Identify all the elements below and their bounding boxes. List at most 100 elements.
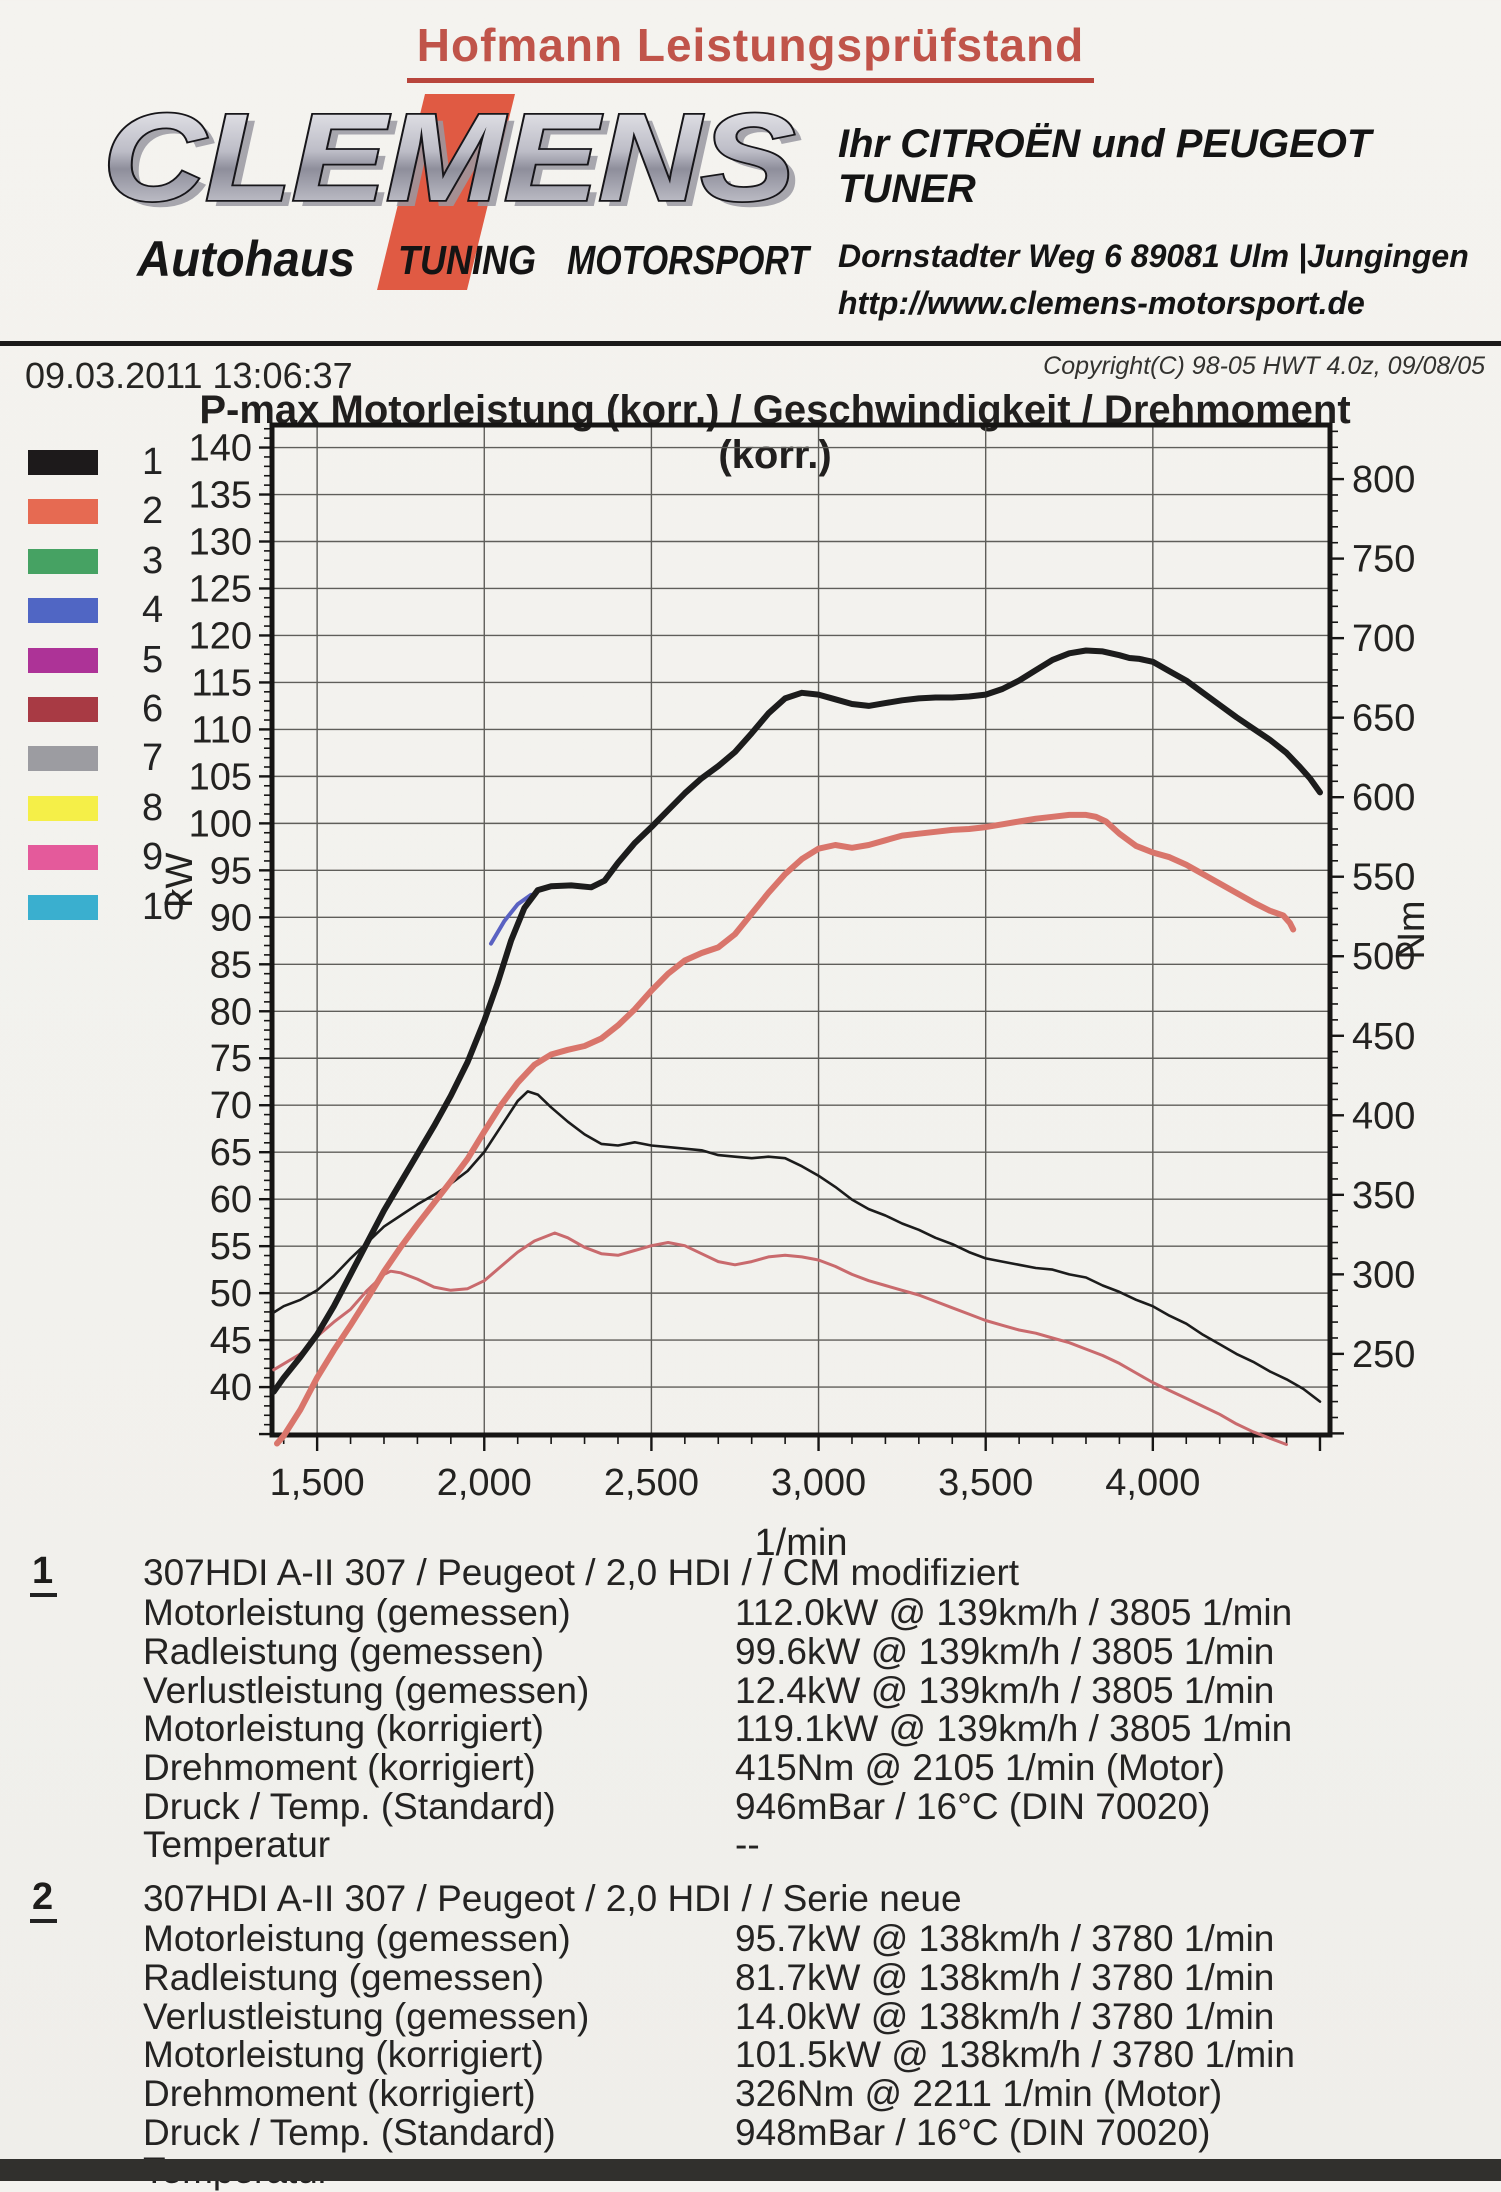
legend-item: 9 <box>28 836 206 878</box>
result-row-label: Motorleistung (gemessen) <box>143 1592 571 1634</box>
legend-item: 4 <box>28 589 206 631</box>
legend-item: 7 <box>28 737 206 779</box>
result-block-title: 307HDI A-II 307 / Peugeot / 2,0 HDI / / … <box>143 1552 1020 1593</box>
x-axis-label: 1/min <box>755 1522 848 1564</box>
y-right-tick-label: 250 <box>1352 1334 1415 1376</box>
legend-swatch <box>28 845 98 871</box>
result-row-value: 946mBar / 16°C (DIN 70020) <box>735 1785 1211 1827</box>
legend-swatch <box>28 450 98 475</box>
y-left-tick-label: 95 <box>210 850 252 892</box>
y-left-tick-label: 110 <box>191 709 252 751</box>
y-left-tick-label: 125 <box>189 568 252 610</box>
result-row: Druck / Temp. (Standard) 948mBar / 16°C (… <box>143 2111 1463 2153</box>
y-left-tick-label: 60 <box>210 1179 252 1221</box>
y-left-tick-label: 65 <box>210 1132 252 1174</box>
legend-item: 10 <box>28 886 206 928</box>
legend-label: 1 <box>142 441 164 483</box>
legend-label: 2 <box>142 490 164 533</box>
y-right-tick-label: 300 <box>1352 1254 1415 1296</box>
y-left-tick-label: 40 <box>210 1367 252 1409</box>
page-title-text: Hofmann Leistungsprüfstand <box>406 18 1095 83</box>
legend-swatch <box>28 647 98 673</box>
result-row: Temperatur -- <box>143 1824 1463 1865</box>
y-left-tick-label: 80 <box>210 991 252 1033</box>
legend-item: 5 <box>28 639 206 681</box>
result-row-value: 95.7kW @ 138km/h / 3780 1/min <box>735 1918 1275 1960</box>
scan-edge-band <box>0 2159 1501 2181</box>
legend-label: 3 <box>142 539 164 582</box>
y-left-tick-label: 105 <box>189 756 252 798</box>
y-right-tick-label: 750 <box>1352 539 1415 581</box>
legend-label: 9 <box>142 836 164 879</box>
result-row: Motorleistung (korrigiert) 119.1kW @ 139k… <box>143 1708 1463 1750</box>
legend-label: 10 <box>142 885 185 928</box>
series-run2-power-kW <box>274 811 1297 1447</box>
y-left-tick-label: 100 <box>189 803 252 845</box>
x-tick-label: 1,500 <box>270 1462 365 1504</box>
result-row: Drehmoment (korrigiert) 326Nm @ 2211 1/mi… <box>143 2073 1463 2115</box>
legend-swatch <box>28 795 98 821</box>
result-row: Drehmoment (korrigiert) 415Nm @ 2105 1/mi… <box>143 1747 1463 1789</box>
result-row-value: 948mBar / 16°C (DIN 70020) <box>735 2111 1211 2153</box>
dealer-slogan: Ihr CITROËN und PEUGEOT TUNER <box>838 122 1372 211</box>
x-tick-label: 2,500 <box>604 1462 699 1504</box>
legend-label: 4 <box>142 589 164 632</box>
result-row-label: Drehmoment (korrigiert) <box>143 2073 536 2115</box>
legend-swatch <box>28 894 98 920</box>
y-left-tick-label: 45 <box>210 1320 252 1362</box>
y-left-tick-label: 90 <box>210 897 252 939</box>
copyright-note: Copyright(C) 98-05 HWT 4.0z, 09/08/05 <box>1043 352 1485 380</box>
result-row: Radleistung (gemessen) 99.6kW @ 139km/h /… <box>143 1631 1463 1672</box>
legend-swatch <box>28 548 98 574</box>
y-left-tick-label: 55 <box>210 1226 252 1268</box>
y-right-tick-label: 550 <box>1352 857 1415 899</box>
y-left-tick-label: 70 <box>210 1085 252 1127</box>
result-row-value: 14.0kW @ 138km/h / 3780 1/min <box>735 1995 1275 2037</box>
result-row-label: Radleistung (gemessen) <box>143 1957 545 1999</box>
legend-label: 5 <box>142 638 164 681</box>
page-title: Hofmann Leistungsprüfstand <box>0 18 1501 83</box>
y-right-tick-label: 700 <box>1352 618 1415 660</box>
result-rows: Motorleistung (gemessen) 95.7kW @ 138km/h… <box>143 1918 1463 2191</box>
result-row-value: 326Nm @ 2211 1/min (Motor) <box>735 2073 1223 2115</box>
y-right-tick-label: 350 <box>1352 1175 1415 1217</box>
result-row: Verlustleistung (gemessen) 14.0kW @ 138km… <box>143 1995 1463 2037</box>
x-tick-label: 3,500 <box>938 1462 1033 1504</box>
result-row-label: Druck / Temp. (Standard) <box>143 1785 556 1827</box>
x-tick-label: 4,000 <box>1105 1462 1200 1504</box>
legend-swatch <box>28 746 98 772</box>
dealer-website: http://www.clemens-motorsport.de <box>838 285 1365 321</box>
y-left-tick-label: 75 <box>210 1038 252 1080</box>
y-right-axis-label: Nm <box>1391 900 1433 959</box>
chart-legend: 1 2 3 4 5 6 7 8 9 10 <box>28 441 206 944</box>
result-row-value: 81.7kW @ 138km/h / 3780 1/min <box>735 1957 1275 1999</box>
result-row-label: Druck / Temp. (Standard) <box>143 2111 556 2153</box>
logo-text-shadow: CLEMENS <box>111 95 803 233</box>
legend-item: 2 <box>28 490 206 532</box>
x-tick-label: 2,000 <box>437 1462 532 1504</box>
logo-word-tuning: TUNING <box>398 237 536 283</box>
result-row: Radleistung (gemessen) 81.7kW @ 138km/h /… <box>143 1957 1463 1999</box>
logo-word-autohaus: Autohaus <box>135 231 355 287</box>
y-left-tick-label: 130 <box>189 522 252 564</box>
result-row-value: 12.4kW @ 139km/h / 3805 1/min <box>735 1669 1275 1711</box>
y-right-tick-label: 650 <box>1352 698 1415 740</box>
y-left-tick-label: 120 <box>189 615 252 657</box>
result-row-label: Drehmoment (korrigiert) <box>143 1747 536 1789</box>
result-rows: Motorleistung (gemessen) 112.0kW @ 139km/… <box>143 1592 1463 1865</box>
series-run4-blue-fragment <box>489 892 534 946</box>
x-tick-label: 3,000 <box>771 1462 866 1504</box>
result-row-value: 415Nm @ 2105 1/min (Motor) <box>735 1747 1225 1789</box>
legend-label: 8 <box>142 786 164 829</box>
result-row: Motorleistung (gemessen) 95.7kW @ 138km/h… <box>143 1918 1463 1960</box>
y-right-tick-label: 450 <box>1352 1016 1415 1058</box>
series-run1-power-kW <box>270 647 1323 1395</box>
result-row-value: 119.1kW @ 139km/h / 3805 1/min <box>735 1708 1293 1750</box>
result-row-value: 112.0kW @ 139km/h / 3805 1/min <box>735 1592 1293 1634</box>
result-row: Druck / Temp. (Standard) 946mBar / 16°C (… <box>143 1785 1463 1827</box>
result-block-title: 307HDI A-II 307 / Peugeot / 2,0 HDI / / … <box>143 1878 962 1919</box>
plot-border <box>269 422 1333 1438</box>
result-row: Motorleistung (gemessen) 112.0kW @ 139km/… <box>143 1592 1463 1634</box>
legend-item: 3 <box>28 540 206 582</box>
